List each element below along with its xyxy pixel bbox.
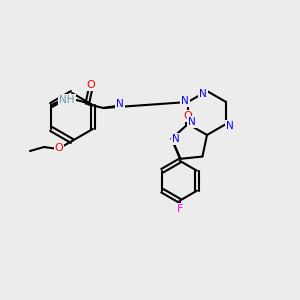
Text: N: N	[199, 89, 207, 99]
Text: N: N	[181, 96, 189, 106]
Text: NH: NH	[59, 95, 75, 105]
Text: O: O	[184, 111, 192, 121]
Text: N: N	[116, 99, 124, 109]
Text: N: N	[226, 121, 234, 131]
Text: N: N	[188, 117, 196, 127]
Text: F: F	[176, 204, 183, 214]
Text: O: O	[55, 143, 63, 153]
Text: O: O	[87, 80, 96, 90]
Text: N: N	[172, 134, 179, 144]
